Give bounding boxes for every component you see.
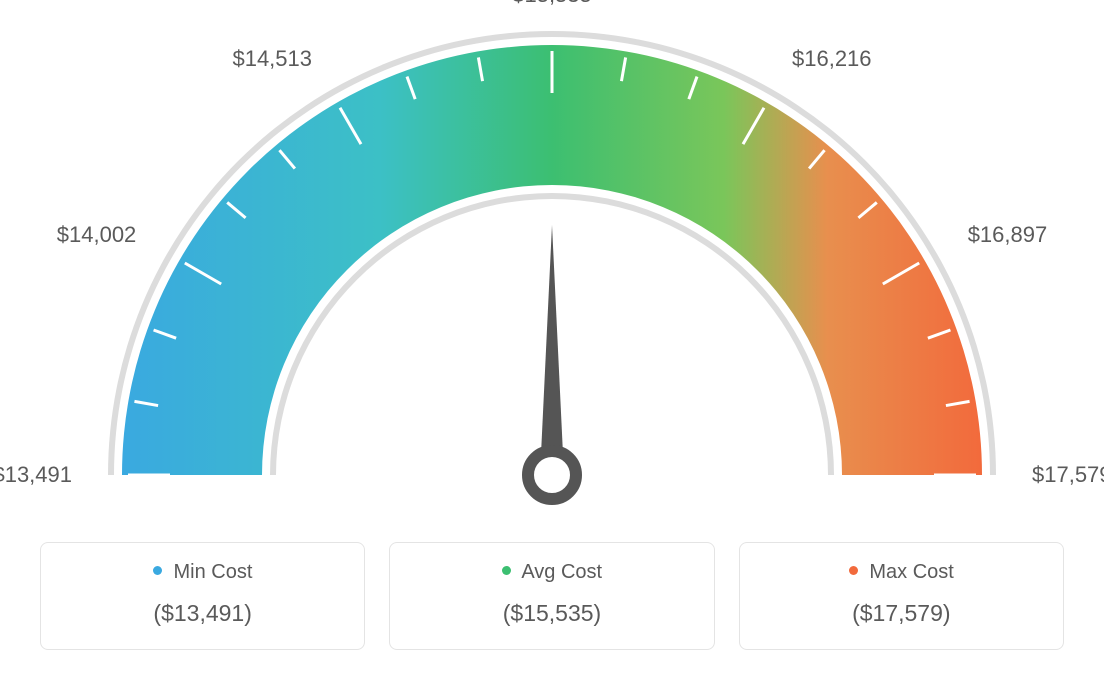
legend-title-max: Max Cost xyxy=(750,561,1053,584)
legend-title-text: Avg Cost xyxy=(521,561,602,583)
gauge-chart: $13,491 $14,002 $14,513 $15,535 $16,216 $16,8… xyxy=(0,0,1104,530)
legend-card-min: Min Cost ($13,491) xyxy=(40,542,365,650)
dot-icon xyxy=(849,566,858,575)
gauge-tick-label: $14,513 xyxy=(232,46,312,72)
dot-icon xyxy=(502,566,511,575)
gauge-svg xyxy=(0,0,1104,530)
gauge-tick-label: $17,579 xyxy=(1032,462,1104,488)
gauge-tick-label: $14,002 xyxy=(57,222,137,248)
legend-title-min: Min Cost xyxy=(51,561,354,584)
gauge-tick-label: $15,535 xyxy=(512,0,592,8)
legend-value-max: ($17,579) xyxy=(750,600,1053,627)
gauge-tick-label: $13,491 xyxy=(0,462,72,488)
legend-card-avg: Avg Cost ($15,535) xyxy=(389,542,714,650)
legend-title-avg: Avg Cost xyxy=(400,561,703,584)
legend-value-avg: ($15,535) xyxy=(400,600,703,627)
legend-row: Min Cost ($13,491) Avg Cost ($15,535) Ma… xyxy=(0,542,1104,650)
legend-title-text: Min Cost xyxy=(173,561,252,583)
legend-card-max: Max Cost ($17,579) xyxy=(739,542,1064,650)
dot-icon xyxy=(153,566,162,575)
gauge-tick-label: $16,897 xyxy=(968,222,1048,248)
legend-value-min: ($13,491) xyxy=(51,600,354,627)
legend-title-text: Max Cost xyxy=(869,561,953,583)
gauge-tick-label: $16,216 xyxy=(792,46,872,72)
